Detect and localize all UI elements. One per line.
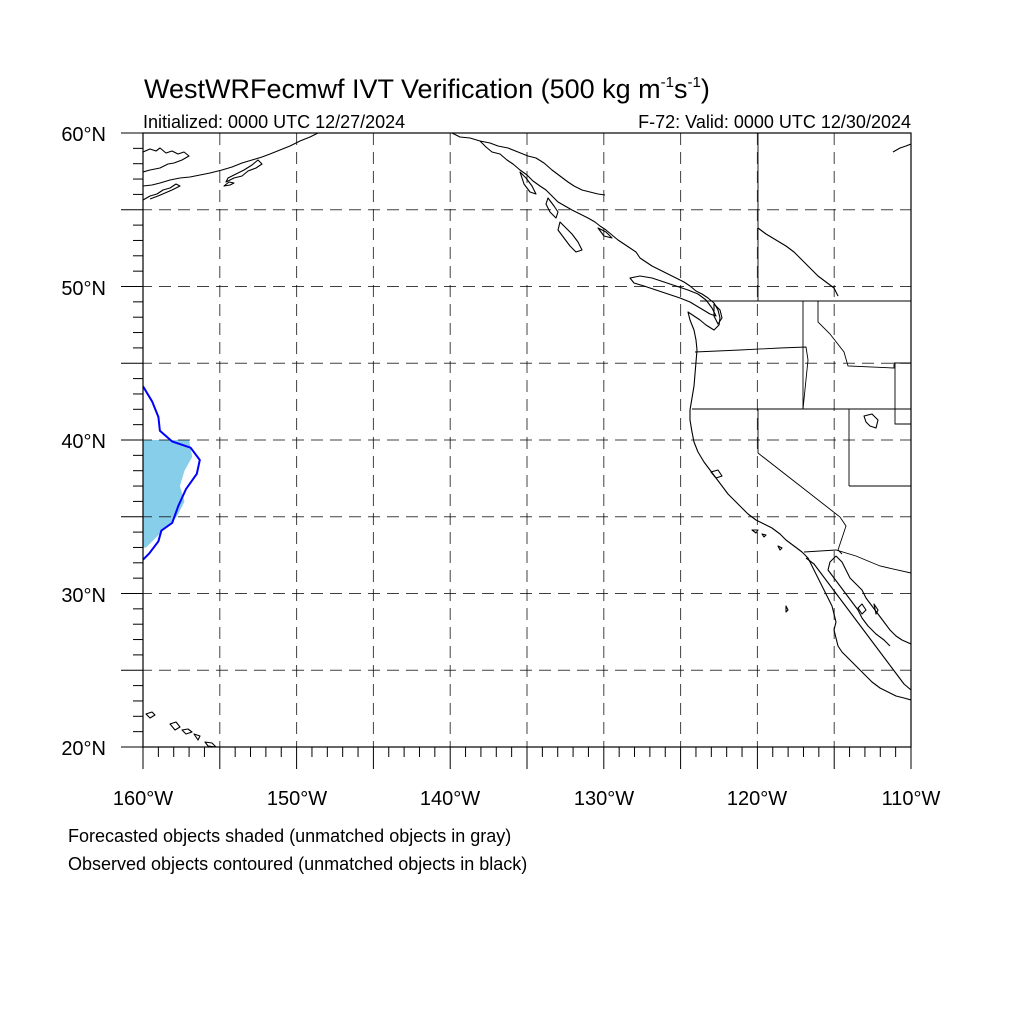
observed-legend-text: Observed objects contoured (unmatched ob… — [68, 854, 527, 874]
forecast-object-shaded — [143, 440, 193, 548]
forecast-legend-text: Forecasted objects shaded (unmatched obj… — [68, 826, 511, 846]
lon-label-130w: 130°W — [574, 788, 634, 810]
coastlines — [143, 133, 911, 747]
axis-ticks — [121, 132, 912, 769]
map-title: WestWRFecmwf IVT Verification (500 kg m-… — [144, 74, 710, 104]
lat-label-50: 50°N — [61, 278, 106, 300]
lat-label-60: 60°N — [61, 124, 106, 146]
observed-object-contour — [143, 385, 201, 561]
political-borders — [692, 133, 911, 574]
longitude-labels: 160°W 150°W 140°W 130°W 120°W 110°W — [113, 788, 941, 810]
valid-time: F-72: Valid: 0000 UTC 12/30/2024 — [638, 112, 911, 132]
lat-label-30: 30°N — [61, 585, 106, 607]
lon-label-150w: 150°W — [267, 788, 327, 810]
graticule — [143, 133, 911, 747]
lon-label-140w: 140°W — [420, 788, 480, 810]
lon-label-160w: 160°W — [113, 788, 173, 810]
lat-label-20: 20°N — [61, 738, 106, 760]
lon-label-120w: 120°W — [727, 788, 787, 810]
lon-label-110w: 110°W — [882, 788, 941, 810]
lat-label-40: 40°N — [61, 431, 106, 453]
latitude-labels: 60°N 50°N 40°N 30°N 20°N — [61, 124, 106, 760]
map-area — [143, 133, 911, 747]
initialized-time: Initialized: 0000 UTC 12/27/2024 — [143, 112, 405, 132]
